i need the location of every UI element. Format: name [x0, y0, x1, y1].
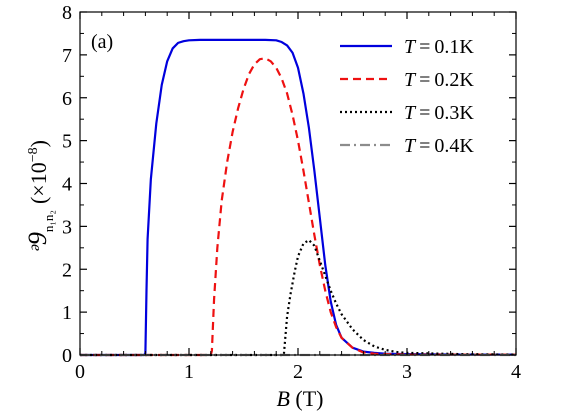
y-axis-unit-prefix: (×10 [26, 162, 51, 204]
tick-labels: 0 1 2 3 4 0 1 2 3 4 5 6 7 8 [62, 2, 521, 383]
legend-label-2: T = 0.2K [404, 69, 474, 91]
legend-variable: T [404, 69, 417, 91]
legend-label-4: T = 0.4K [404, 135, 474, 157]
legend-variable: T [404, 102, 417, 124]
y-tick-label: 1 [62, 302, 72, 324]
y-axis-symbol: ᵊ9 [23, 232, 52, 252]
y-axis-exponent: −8 [26, 147, 41, 162]
x-axis-variable: B [276, 386, 289, 411]
y-tick-label: 6 [62, 88, 72, 110]
axis-ticks [79, 11, 517, 356]
legend-value: = 0.4K [415, 135, 474, 157]
legend-value: = 0.3K [415, 102, 474, 124]
x-tick-label: 4 [511, 361, 521, 383]
x-tick-label: 0 [75, 361, 85, 383]
x-axis-title: B (T) [276, 386, 323, 411]
x-axis-unit: (T) [290, 386, 324, 411]
legend-variable: T [404, 36, 417, 58]
x-tick-label: 3 [402, 361, 412, 383]
y-tick-label: 7 [62, 45, 72, 67]
y-tick-label: 4 [62, 174, 72, 196]
y-axis-unit-suffix: ) [26, 140, 51, 147]
y-tick-label: 2 [62, 259, 72, 281]
legend-value: = 0.2K [415, 69, 474, 91]
y-tick-label: 5 [62, 131, 72, 153]
legend-label-3: T = 0.3K [404, 102, 474, 124]
legend-value: = 0.1K [415, 36, 474, 58]
legend-label-1: T = 0.1K [404, 36, 474, 58]
y-tick-label: 3 [62, 216, 72, 238]
series-line-2 [80, 57, 516, 357]
y-tick-label: 8 [62, 2, 72, 24]
legend-variable: T [404, 135, 417, 157]
x-tick-label: 2 [293, 361, 303, 383]
legend: T = 0.1KT = 0.2KT = 0.3KT = 0.4K [340, 36, 474, 157]
y-axis-subscript: n₁n₂ [41, 210, 56, 232]
panel-label: (a) [91, 31, 113, 53]
y-axis-title: ᵊ9n₁n₂ (×10−8) [23, 140, 56, 252]
x-tick-label: 1 [184, 361, 194, 383]
y-tick-label: 0 [62, 345, 72, 367]
